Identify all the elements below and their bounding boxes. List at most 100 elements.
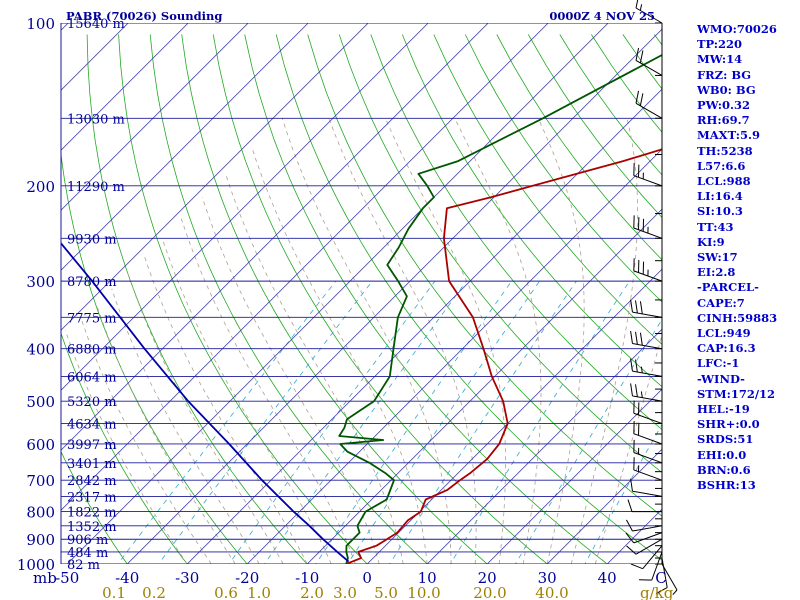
pressure-axis-title: mb (33, 569, 57, 587)
pressure-tick-label: 1000 (17, 556, 55, 574)
dry-adiabat-line (212, 34, 548, 564)
index-line: -PARCEL- (697, 280, 759, 295)
height-label: 3401 m (67, 457, 117, 472)
mixing-ratio-line (449, 280, 630, 564)
mixing-ratio-line (263, 280, 467, 564)
dry-adiabat-line (433, 34, 662, 345)
wind-barb-flag (655, 587, 668, 595)
wind-barb (630, 299, 663, 318)
temperature-tick-label: -20 (235, 569, 259, 587)
dry-adiabat-line (181, 34, 488, 564)
mixing-ratio-line (117, 280, 337, 564)
wind-barb (635, 0, 663, 24)
wind-barb (627, 499, 662, 513)
index-line: L57:6.6 (697, 158, 746, 173)
dry-adiabat-line (464, 34, 662, 303)
wind-barb (625, 519, 663, 532)
isotherm-line (546, 448, 662, 564)
moist-adiabat-line (111, 288, 260, 564)
dry-adiabat-line (370, 34, 662, 430)
height-label: 3997 m (67, 438, 117, 453)
wind-barb (630, 330, 663, 350)
wind-barb-flag (627, 499, 633, 512)
index-line: WB0: BG (697, 82, 756, 97)
mixing-ratio-label: 0.1 (102, 584, 126, 600)
dry-adiabat-line (401, 34, 662, 388)
isotherm-line (61, 23, 249, 211)
wind-barb-flag (625, 519, 633, 532)
dry-adiabat-line (61, 332, 188, 564)
wind-barb-flag (630, 299, 633, 313)
moist-adiabat-line (95, 303, 236, 564)
height-label: 8780 m (67, 275, 117, 290)
isotherm-line (66, 23, 609, 564)
wind-barb-staff (635, 538, 663, 555)
dry-adiabat-line (496, 34, 662, 261)
temperature-unit-label: C (655, 569, 666, 587)
moist-adiabat-line (570, 118, 639, 564)
index-line: RH:69.7 (697, 113, 750, 128)
index-line: EI:2.8 (697, 265, 736, 280)
wind-barb (633, 439, 663, 464)
moist-adiabat-line (454, 118, 542, 564)
wind-barb-flag (630, 358, 633, 372)
height-label: 4634 m (67, 418, 117, 433)
index-line: LFC:-1 (697, 356, 740, 371)
parcel-trace (61, 241, 350, 563)
height-label: 82 m (67, 558, 100, 573)
pressure-tick-label: 400 (26, 341, 55, 359)
height-label: 1822 m (67, 506, 117, 521)
isotherm-line (246, 148, 662, 564)
height-label: 11290 m (67, 180, 125, 195)
height-label: 2317 m (67, 490, 117, 505)
chart-timestamp: 0000Z 4 NOV 25 (549, 9, 655, 23)
wind-barb (655, 557, 668, 595)
isotherm-line (366, 268, 662, 564)
wind-barb (633, 215, 663, 239)
height-label: 15640 m (67, 17, 125, 32)
wind-barb-flag (635, 384, 638, 397)
wind-barb-staff (632, 311, 663, 318)
moist-adiabat-line (201, 197, 380, 564)
mixing-ratio-label: 2.0 (300, 584, 324, 600)
dry-adiabat-line (118, 34, 368, 564)
pressure-tick-label: 500 (26, 393, 55, 411)
chart-traces (61, 53, 662, 564)
wind-barb-half-flag (672, 589, 678, 596)
moist-adiabat-line (328, 118, 477, 564)
isotherm-line (61, 23, 189, 151)
moist-adiabat-line (251, 147, 428, 564)
wind-barb-staff (661, 563, 678, 591)
mixing-ratio-unit: g/kg (640, 584, 674, 600)
wind-barb-flag (630, 330, 633, 344)
wind-barb-flag (639, 50, 644, 64)
wind-barb (635, 90, 663, 119)
mixing-ratio-label: 5.0 (374, 584, 398, 600)
temperature-tick-label: 10 (418, 569, 437, 587)
wind-barb-staff (633, 532, 663, 544)
index-line: MAXT:5.9 (697, 128, 760, 143)
wind-barb (630, 478, 663, 497)
temperature-tick-label: 30 (538, 569, 557, 587)
isotherm-line (61, 23, 369, 331)
mixing-ratio-label: 1.0 (247, 584, 271, 600)
moist-adiabat-line (65, 330, 188, 564)
index-line: LCL:949 (697, 326, 751, 341)
index-line: SHR+:0.0 (697, 417, 760, 432)
wind-barb-staff (632, 525, 663, 532)
wind-barb-flag (635, 0, 639, 9)
stability-indices-panel: WMO:70026 TP:220 MW:14 FRZ: BG WB0: BG PW:0.3… (697, 22, 800, 493)
moist-adiabat-line (80, 317, 212, 564)
wind-barb (633, 457, 663, 481)
temperature-tick-label: -40 (115, 569, 139, 587)
wind-barb-half-flag (640, 391, 643, 398)
index-line: SW:17 (697, 250, 738, 265)
wind-barb (630, 383, 663, 402)
temperature-trace (345, 148, 662, 564)
dry-adiabat-line (61, 150, 248, 564)
moist-adiabat-line (144, 256, 308, 564)
index-line: PW:0.32 (697, 98, 751, 113)
mixing-ratio-line (515, 318, 662, 564)
mixing-ratio-label: 20.0 (473, 584, 506, 600)
